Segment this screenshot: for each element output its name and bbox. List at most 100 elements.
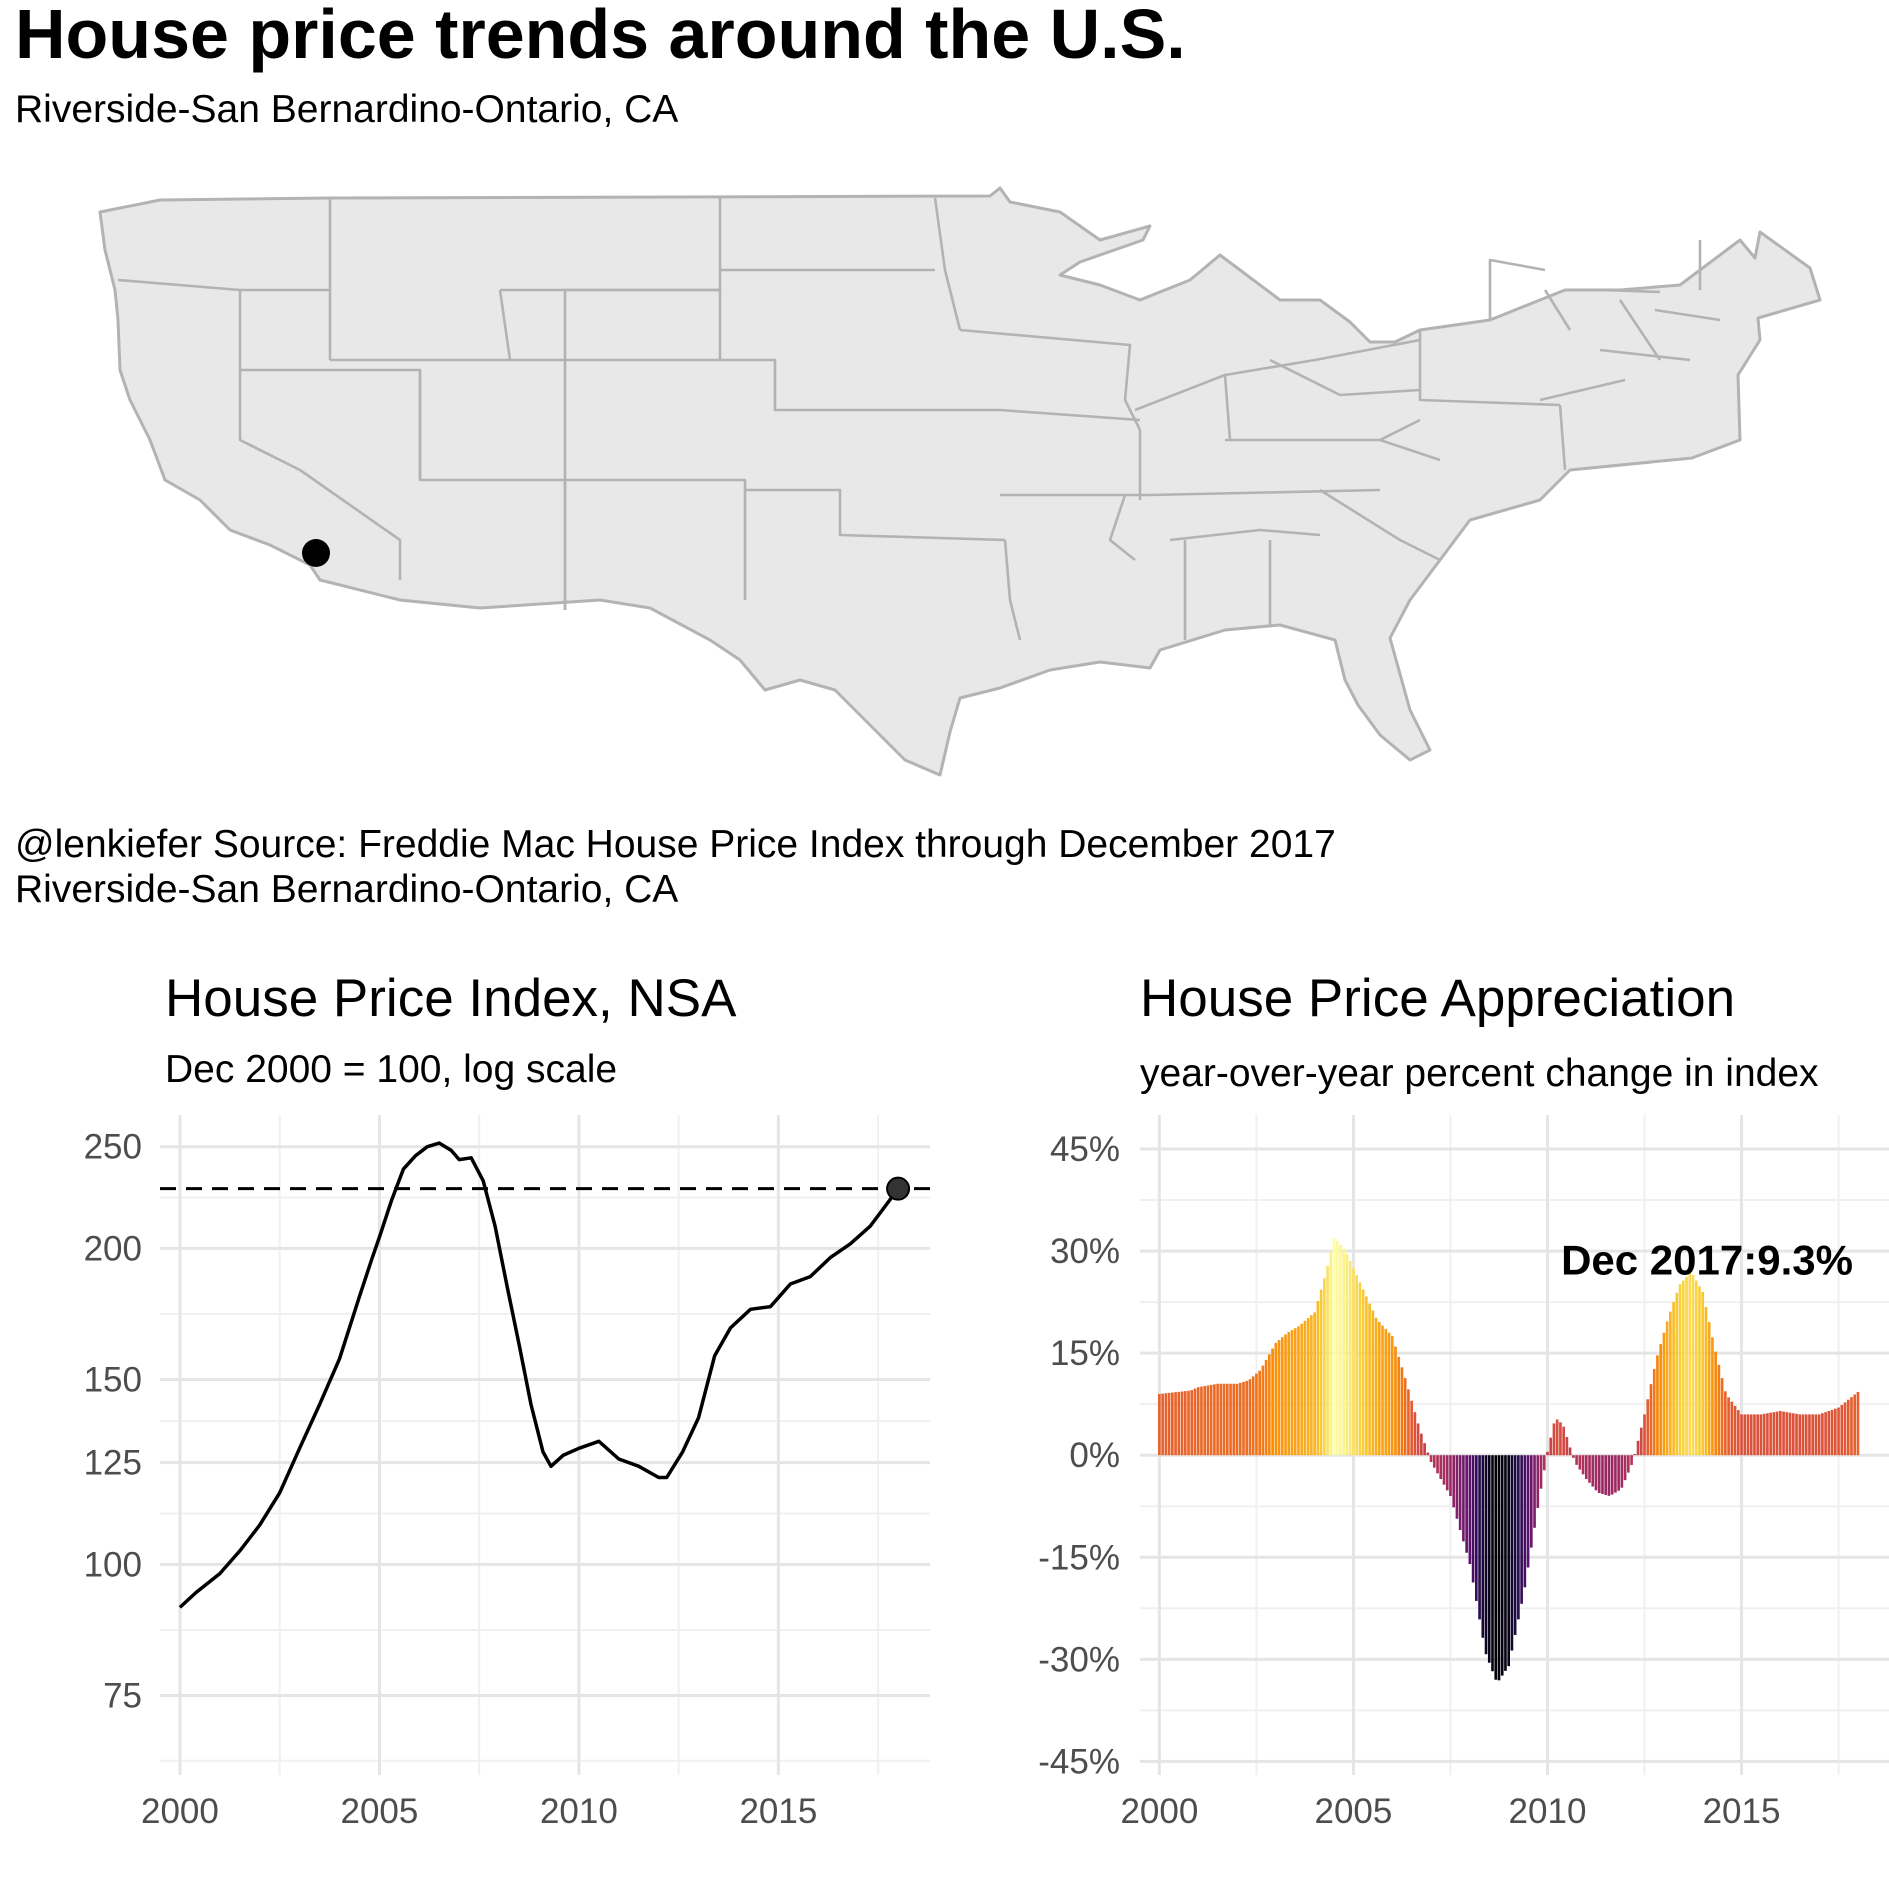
state-border — [933, 197, 962, 331]
hpa-bar — [1174, 1392, 1177, 1456]
hpa-bar — [1814, 1414, 1818, 1456]
hpa-bar — [1426, 1452, 1430, 1456]
hpa-bar — [1620, 1455, 1624, 1488]
y-tick-label: 0% — [1069, 1436, 1120, 1475]
hpa-bar — [1740, 1414, 1743, 1456]
hpi-subtitle: Dec 2000 = 100, log scale — [165, 1048, 618, 1091]
hpa-bar — [1643, 1414, 1646, 1456]
hpa-bar — [1374, 1317, 1378, 1456]
hpa-bar — [1429, 1455, 1433, 1463]
hpa-bar — [1733, 1405, 1737, 1456]
hpa-bar — [1458, 1455, 1462, 1531]
state-border — [1543, 289, 1572, 331]
hpa-bar — [1788, 1412, 1792, 1456]
hpa-bar — [1293, 1328, 1297, 1456]
hpa-bar — [1529, 1455, 1533, 1548]
hpa-bar — [1691, 1274, 1695, 1456]
y-tick-label: 200 — [84, 1229, 142, 1268]
hpa-bar — [1271, 1348, 1274, 1456]
state-border — [1599, 288, 1661, 294]
hpa-bar — [1400, 1367, 1404, 1456]
hpa-bar — [1552, 1423, 1556, 1456]
hpa-bar — [1523, 1455, 1527, 1588]
hpa-bar — [1251, 1376, 1255, 1456]
state-border — [1558, 404, 1567, 471]
hpa-bar — [1614, 1455, 1617, 1493]
hpa-bar — [1672, 1302, 1675, 1456]
hpa-bar — [1610, 1455, 1614, 1495]
hpa-bar — [1261, 1365, 1265, 1456]
hpa-bar — [1158, 1393, 1161, 1456]
x-tick-label: 2005 — [1315, 1792, 1393, 1831]
state-border — [1169, 528, 1321, 542]
hpa-bar — [1601, 1455, 1604, 1494]
hpa-bar — [1497, 1455, 1501, 1681]
y-tick-label: 45% — [1050, 1130, 1120, 1169]
hpa-bar — [1468, 1455, 1472, 1565]
hpa-bar — [1565, 1437, 1569, 1456]
hpa-bar — [1222, 1383, 1226, 1456]
main-title: House price trends around the U.S. — [15, 0, 1186, 73]
state-border — [238, 370, 402, 580]
hpa-bar — [1319, 1289, 1323, 1456]
hpa-bar — [1791, 1413, 1795, 1456]
hpa-bar — [1500, 1455, 1504, 1676]
hpa-bar — [1507, 1455, 1511, 1667]
hpa-bar — [1766, 1413, 1769, 1456]
hpa-bar — [1688, 1273, 1692, 1456]
hpa-bar — [1811, 1414, 1815, 1456]
hpa-bar — [1804, 1414, 1808, 1456]
hpa-bar — [1840, 1404, 1844, 1456]
hpa-bar — [1206, 1385, 1210, 1456]
y-tick-label: 75 — [103, 1677, 142, 1716]
hpa-bar — [1678, 1284, 1682, 1456]
state-border — [1319, 488, 1441, 562]
hpa-bar — [1264, 1359, 1268, 1456]
hpa-bar — [1235, 1383, 1239, 1456]
hpa-bar — [1164, 1393, 1168, 1456]
hpa-bar — [1549, 1437, 1553, 1456]
hpa-bar — [1277, 1340, 1281, 1456]
hpa-bar — [1846, 1399, 1850, 1456]
hpa-title: House Price Appreciation — [1140, 969, 1736, 1028]
hpa-bar — [1491, 1455, 1494, 1672]
hpa-bar — [1698, 1286, 1701, 1456]
hpa-bar — [1795, 1413, 1798, 1456]
hpa-bar — [1209, 1384, 1213, 1456]
hpa-bar — [1504, 1455, 1507, 1671]
hpa-bar — [1161, 1393, 1164, 1456]
hpa-bar — [1853, 1394, 1857, 1456]
hpa-bar — [1775, 1411, 1779, 1456]
hpa-subtitle: year-over-year percent change in index — [1140, 1052, 1819, 1095]
hpa-bar — [1724, 1391, 1727, 1456]
hpa-bar — [1824, 1412, 1827, 1456]
hpa-bar — [1452, 1455, 1456, 1508]
hpa-bar — [1310, 1315, 1313, 1456]
y-tick-label: -45% — [1038, 1742, 1120, 1781]
hpa-bar — [1536, 1455, 1540, 1508]
hpa-bar — [1520, 1455, 1523, 1604]
hpa-bar — [1352, 1268, 1355, 1456]
main-subtitle: Riverside-San Bernardino-Ontario, CA — [15, 88, 679, 131]
hpa-bar — [1303, 1320, 1307, 1456]
hpa-bar — [1850, 1397, 1853, 1456]
state-border — [1224, 338, 1421, 377]
hpa-bar — [1196, 1387, 1200, 1456]
hpa-bar — [1332, 1237, 1336, 1456]
state-border — [1269, 358, 1421, 397]
hpa-bar — [1365, 1296, 1368, 1456]
hpa-bar — [1837, 1407, 1840, 1456]
hpa-bar — [1407, 1389, 1410, 1456]
hpa-bar — [1394, 1346, 1397, 1456]
hpa-bar — [1568, 1447, 1572, 1456]
hpa-bar — [1248, 1379, 1252, 1456]
hpa-bar — [1639, 1427, 1643, 1456]
hpa-annotation: Dec 2017:9.3% — [1561, 1236, 1853, 1283]
hpa-bar — [1371, 1310, 1375, 1456]
hpa-bar — [1462, 1455, 1465, 1542]
hpa-bar — [1284, 1334, 1287, 1456]
hpa-bar — [1730, 1401, 1734, 1456]
hpa-bar — [1817, 1414, 1821, 1456]
hpa-bar — [1559, 1422, 1562, 1456]
